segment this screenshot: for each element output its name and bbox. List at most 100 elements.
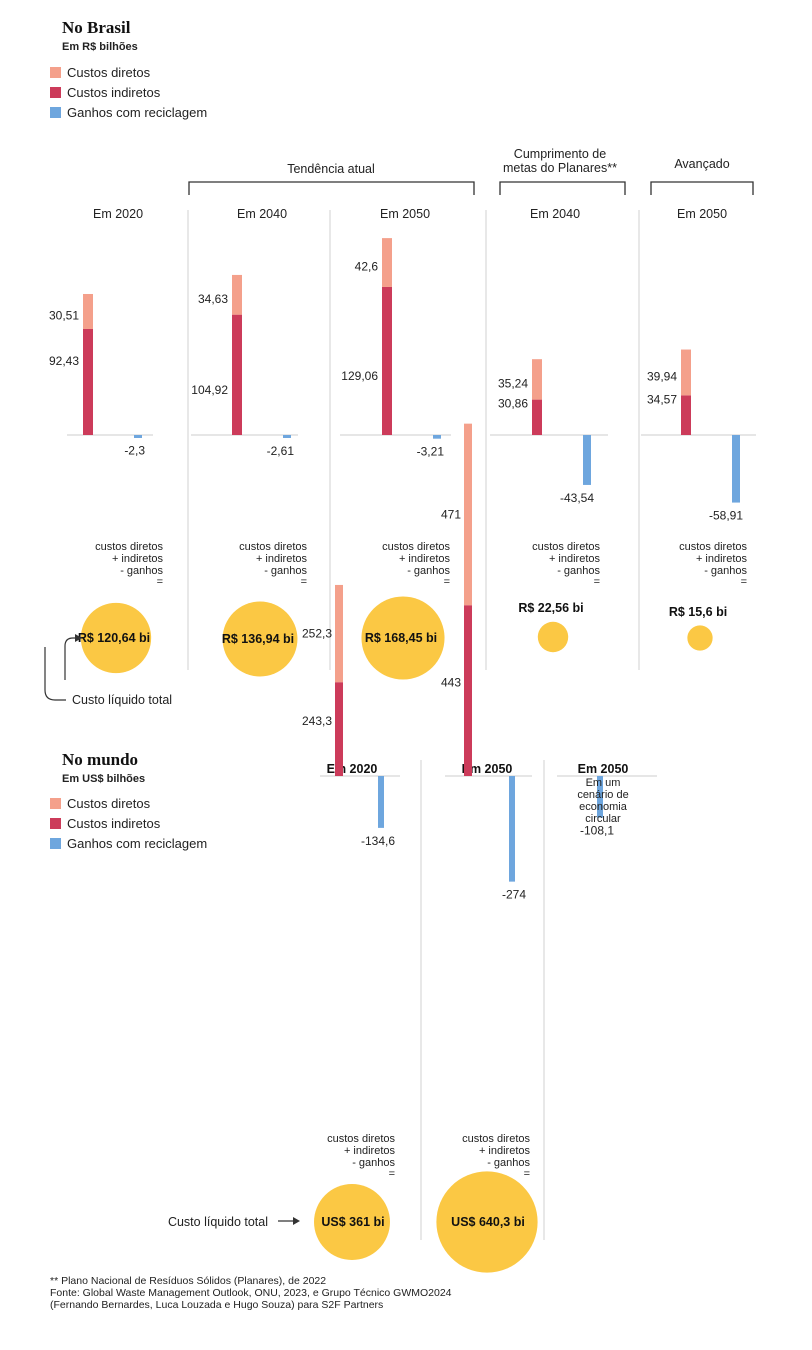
bar-indirect — [464, 605, 472, 776]
mundo-formula-line: custos diretos — [462, 1133, 530, 1145]
net-total-bubble — [436, 1171, 538, 1273]
total-callout-line — [44, 647, 66, 701]
brasil-formula-line: - ganhos — [557, 565, 600, 577]
net-total-label: R$ 168,45 bi — [365, 631, 437, 645]
mundo-formula-line: - ganhos — [487, 1157, 530, 1169]
bracket-avancado — [650, 181, 754, 195]
scenario-note: economia — [579, 801, 628, 813]
brasil-legend-swatch-gain — [50, 107, 61, 118]
net-total-label: R$ 15,6 bi — [669, 605, 727, 619]
label-direct: 30,51 — [49, 308, 79, 322]
net-total-label: US$ 361 bi — [321, 1215, 384, 1229]
net-total-bubble — [361, 596, 445, 680]
bar-gain — [378, 776, 384, 828]
bracket-tendencia — [188, 181, 475, 195]
label-indirect: 104,92 — [191, 383, 228, 397]
mundo-unit: Em US$ bilhões — [62, 773, 145, 785]
label-indirect: 34,57 — [647, 392, 677, 406]
mundo-formula-line: + indiretos — [344, 1145, 396, 1157]
brasil-formula-line: custos diretos — [95, 541, 163, 553]
scenario-note: circular — [585, 813, 621, 825]
brasil-legend-label-gain: Ganhos com reciclagem — [67, 105, 207, 120]
net-total-bubble — [537, 621, 569, 653]
column-header: Em 2050 — [380, 207, 430, 221]
brasil-formula-line: - ganhos — [704, 565, 747, 577]
column-header: Em 2050 — [578, 762, 629, 776]
label-indirect: 129,06 — [341, 369, 378, 383]
label-indirect: 443 — [441, 676, 461, 690]
column-header: Em 2050 — [462, 762, 513, 776]
brasil-total-label: Custo líquido total — [72, 693, 172, 707]
mundo-legend-swatch-direct — [50, 798, 61, 809]
bar-gain — [509, 776, 515, 882]
bar-indirect — [232, 314, 242, 435]
bar-indirect — [382, 286, 392, 435]
total-arrow — [64, 637, 82, 680]
brasil-legend-swatch-indirect — [50, 87, 61, 98]
brasil-unit: Em R$ bilhões — [62, 41, 138, 53]
column-header: Em 2040 — [530, 207, 580, 221]
total-arrow-head — [75, 634, 82, 642]
bar-direct — [232, 274, 242, 315]
footnote: (Fernando Bernardes, Luca Louzada e Hugo… — [50, 1299, 383, 1311]
mundo-formula-line: + indiretos — [479, 1145, 531, 1157]
label-indirect: 92,43 — [49, 354, 79, 368]
bar-indirect — [335, 682, 343, 776]
bar-direct — [382, 238, 392, 287]
label-direct: 471 — [441, 507, 461, 521]
bar-gain — [433, 435, 441, 439]
group-header-planares: Cumprimento de — [514, 147, 606, 161]
group-header-avancado: Avançado — [674, 157, 729, 171]
bar-direct — [464, 423, 472, 606]
bar-indirect — [532, 399, 542, 435]
bar-gain — [134, 435, 142, 438]
brasil-formula-line: = — [594, 576, 600, 588]
scenario-note: Em um — [586, 777, 621, 789]
brasil-formula-line: - ganhos — [264, 565, 307, 577]
label-gain: -108,1 — [580, 824, 614, 838]
column-header: Em 2050 — [677, 207, 727, 221]
bar-direct — [335, 584, 343, 683]
net-total-bubble — [314, 1184, 390, 1260]
bar-gain — [283, 435, 291, 438]
scenario-note: cenário de — [577, 789, 628, 801]
label-direct: 34,63 — [198, 292, 228, 306]
label-direct: 35,24 — [498, 376, 528, 390]
group-header-planares: metas do Planares** — [503, 161, 617, 175]
mundo-legend-swatch-gain — [50, 838, 61, 849]
brasil-formula-line: + indiretos — [256, 553, 308, 565]
label-indirect: 30,86 — [498, 397, 528, 411]
mundo-legend-label-indirect: Custos indiretos — [67, 816, 161, 831]
mundo-legend-label-gain: Ganhos com reciclagem — [67, 836, 207, 851]
brasil-formula-line: custos diretos — [239, 541, 307, 553]
label-gain: -58,91 — [709, 509, 743, 523]
brasil-formula-line: = — [741, 576, 747, 588]
footnote: Fonte: Global Waste Management Outlook, … — [50, 1287, 452, 1299]
mundo-legend-label-direct: Custos diretos — [67, 796, 151, 811]
label-gain: -2,61 — [267, 444, 295, 458]
net-total-bubble — [222, 601, 298, 677]
label-gain: -274 — [502, 888, 526, 902]
brasil-formula-line: custos diretos — [532, 541, 600, 553]
label-indirect: 243,3 — [302, 714, 332, 728]
label-direct: 42,6 — [355, 260, 379, 274]
brasil-legend-label-direct: Custos diretos — [67, 65, 151, 80]
brasil-formula-line: + indiretos — [112, 553, 164, 565]
column-header: Em 2020 — [93, 207, 143, 221]
column-header: Em 2020 — [327, 762, 378, 776]
label-direct: 252,3 — [302, 627, 332, 641]
label-gain: -2,3 — [124, 444, 145, 458]
bar-direct — [681, 349, 691, 396]
brasil-formula-line: + indiretos — [549, 553, 601, 565]
brasil-formula-line: custos diretos — [679, 541, 747, 553]
mundo-formula-line: = — [389, 1168, 395, 1180]
brasil-legend-label-indirect: Custos indiretos — [67, 85, 161, 100]
brasil-legend-swatch-direct — [50, 67, 61, 78]
brasil-formula-line: - ganhos — [407, 565, 450, 577]
mundo-title: No mundo — [62, 750, 138, 769]
brasil-title: No Brasil — [62, 18, 131, 37]
bar-indirect — [681, 395, 691, 435]
brasil-formula-line: + indiretos — [399, 553, 451, 565]
bracket-planares — [499, 181, 626, 195]
brasil-formula-line: = — [444, 576, 450, 588]
